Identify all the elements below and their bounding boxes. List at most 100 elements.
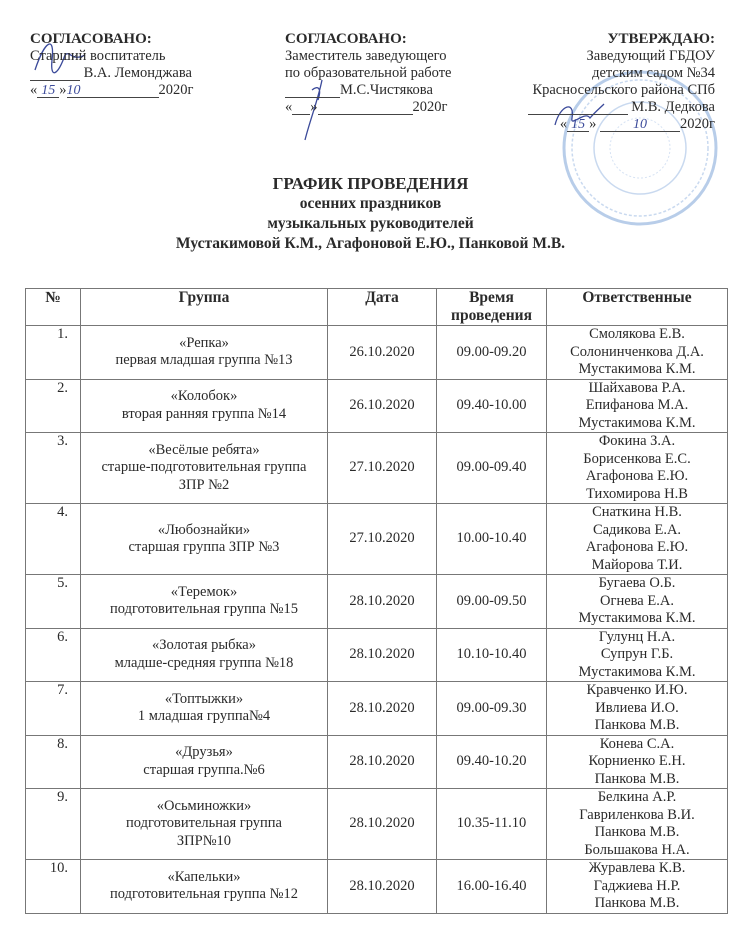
- cell-responsible: Гулунц Н.А. Супрун Г.Б. Мустакимова К.М.: [546, 627, 728, 682]
- responsible-person: Белкина А.Р.: [597, 789, 677, 805]
- approval-head: УТВЕРЖДАЮ: Заведующий ГБДОУ детским садо…: [527, 31, 715, 133]
- header-responsible: Ответственные: [546, 288, 728, 326]
- group-line: «Золотая рыбка»: [152, 637, 256, 654]
- group-line: ЗПР№10: [176, 832, 232, 849]
- cell-group: «Золотая рыбка» младше-средняя группа №18: [80, 627, 328, 682]
- responsible-person: Панкова М.В.: [594, 824, 680, 840]
- group-line: подготовительная группа №12: [110, 886, 298, 903]
- approval-deputy-head: СОГЛАСОВАНО: Заместитель заведующего по …: [285, 31, 451, 116]
- header-time: Время проведения: [436, 288, 547, 326]
- group-line: «Теремок»: [170, 583, 238, 600]
- responsible-person: Борисенкова Е.С.: [583, 450, 691, 467]
- cell-time: 09.40-10.00: [436, 378, 547, 433]
- responsible-person: Корниенко Е.Н.: [588, 753, 686, 769]
- cell-responsible: Конева С.А. Корниенко Е.Н. Панкова М.В.: [546, 734, 728, 789]
- cell-number: 6.: [25, 627, 81, 682]
- cell-number: 4.: [25, 503, 81, 575]
- group-line: «Топтыжки»: [164, 690, 244, 707]
- approval-position: Заведующий ГБДОУ: [586, 48, 715, 64]
- responsible-person: Мустакимова К.М.: [578, 663, 696, 680]
- cell-time: 09.00-09.30: [436, 681, 547, 736]
- cell-number: 7.: [25, 681, 81, 736]
- approval-position: Заместитель заведующего: [285, 48, 447, 64]
- group-line: ЗПР №2: [178, 476, 230, 493]
- responsible-person: Шайхавова Р.А.: [588, 379, 686, 396]
- approval-year: 2020г: [412, 99, 448, 115]
- group-line: «Колобок»: [170, 388, 238, 405]
- approval-heading: СОГЛАСОВАНО:: [30, 31, 152, 47]
- responsible-person: Гаджиева Н.Р.: [593, 877, 681, 894]
- responsible-person: Мустакимова К.М.: [578, 414, 696, 431]
- cell-responsible: Фокина З.А. Борисенкова Е.С. Агафонова Е.Ю…: [546, 432, 728, 504]
- approval-heading: УТВЕРЖДАЮ:: [607, 31, 715, 47]
- group-line: старшая группа.№6: [143, 761, 265, 778]
- cell-group: «Весёлые ребята» старше-подготовительная …: [80, 432, 328, 504]
- responsible-person: Агафонова Е.Ю.: [585, 539, 689, 555]
- responsible-person: Снаткина Н.В.: [592, 504, 682, 520]
- group-line: «Друзья»: [175, 744, 233, 761]
- responsible-person: Бугаева О.Б.: [598, 575, 676, 591]
- cell-responsible: Снаткина Н.В. Садикова Е.А. Агафонова Е.Ю.…: [546, 503, 728, 575]
- cell-date: 28.10.2020: [327, 627, 437, 682]
- table-row: 6. «Золотая рыбка» младше-средняя группа №…: [25, 627, 728, 682]
- responsible-person: Кравченко И.Ю.: [586, 682, 688, 698]
- group-line: «Капельки»: [167, 868, 241, 885]
- cell-group: «Топтыжки» 1 младшая группа№4: [80, 681, 328, 736]
- cell-date: 28.10.2020: [327, 734, 437, 789]
- handwritten-day: 15: [37, 84, 60, 98]
- group-line: старшая группа ЗПР №3: [128, 539, 280, 555]
- header-group: Группа: [80, 288, 328, 326]
- table-row: 8. «Друзья» старшая группа.№6 28.10.2020 09.…: [25, 734, 728, 789]
- cell-responsible: Бугаева О.Б. Огнева Е.А. Мустакимова К.М.: [546, 574, 728, 629]
- responsible-person: Садикова Е.А.: [592, 521, 682, 538]
- responsible-person: Журавлева К.В.: [588, 860, 686, 876]
- group-line: подготовительная группа: [126, 815, 282, 832]
- cell-date: 28.10.2020: [327, 574, 437, 629]
- cell-number: 2.: [25, 378, 81, 433]
- approval-position: детским садом №34: [592, 65, 715, 81]
- table-row: 7. «Топтыжки» 1 младшая группа№4 28.10.2020…: [25, 681, 728, 736]
- approval-signature-line: В.А. Лемонджава: [30, 65, 193, 82]
- cell-responsible: Белкина А.Р. Гавриленкова В.И. Панкова М.В…: [546, 788, 728, 860]
- responsible-person: Конева С.А.: [599, 735, 675, 752]
- handwritten-month: 10: [66, 84, 159, 98]
- cell-group: «Капельки» подготовительная группа №12: [80, 859, 328, 914]
- cell-time: 10.35-11.10: [436, 788, 547, 860]
- table-row: 4. «Любознайки» старшая группа ЗПР №3 27.10…: [25, 503, 728, 575]
- approval-date: «15» 10 2020г: [559, 116, 715, 132]
- approval-name: В.А. Лемонджава: [83, 65, 192, 81]
- approval-heading: СОГЛАСОВАНО:: [285, 31, 407, 47]
- group-line: «Осьминожки»: [156, 797, 252, 814]
- schedule-table: № Группа Дата Время проведения Ответстве…: [25, 288, 728, 914]
- cell-date: 26.10.2020: [327, 325, 437, 380]
- responsible-person: Смолякова Е.В.: [589, 326, 685, 342]
- cell-group: «Любознайки» старшая группа ЗПР №3: [80, 503, 328, 575]
- responsible-person: Панкова М.В.: [594, 895, 680, 911]
- group-line: младше-средняя группа №18: [114, 654, 294, 671]
- responsible-person: Епифанова М.А.: [585, 397, 689, 413]
- title-line: ГРАФИК ПРОВЕДЕНИЯ: [272, 174, 469, 193]
- table-row: 5. «Теремок» подготовительная группа №15 28…: [25, 574, 728, 629]
- responsible-person: Мустакимова К.М.: [578, 610, 696, 626]
- group-line: «Любознайки»: [157, 521, 251, 538]
- responsible-person: Мустакимова К.М.: [578, 361, 696, 377]
- table-header-row: № Группа Дата Время проведения Ответстве…: [25, 288, 728, 326]
- cell-group: «Друзья» старшая группа.№6: [80, 734, 328, 789]
- header-number: №: [25, 288, 81, 326]
- handwritten-month: 10: [600, 118, 681, 132]
- approval-position: Красносельского района СПб: [532, 82, 715, 98]
- table-row: 2. «Колобок» вторая ранняя группа №14 26.10…: [25, 378, 728, 433]
- responsible-person: Майорова Т.И.: [591, 556, 683, 573]
- cell-time: 09.00-09.20: [436, 325, 547, 380]
- responsible-person: Тихомирова Н.В: [586, 485, 688, 502]
- group-line: «Весёлые ребята»: [148, 441, 260, 458]
- group-line: «Репка»: [179, 334, 229, 351]
- cell-time: 10.10-10.40: [436, 627, 547, 682]
- group-line: старше-подготовительная группа: [101, 459, 307, 476]
- cell-number: 5.: [25, 574, 81, 629]
- responsible-person: Панкова М.В.: [594, 717, 680, 733]
- cell-number: 3.: [25, 432, 81, 504]
- cell-number: 1.: [25, 325, 81, 380]
- cell-responsible: Журавлева К.В. Гаджиева Н.Р. Панкова М.В.: [546, 859, 728, 914]
- responsible-person: Фокина З.А.: [598, 433, 676, 449]
